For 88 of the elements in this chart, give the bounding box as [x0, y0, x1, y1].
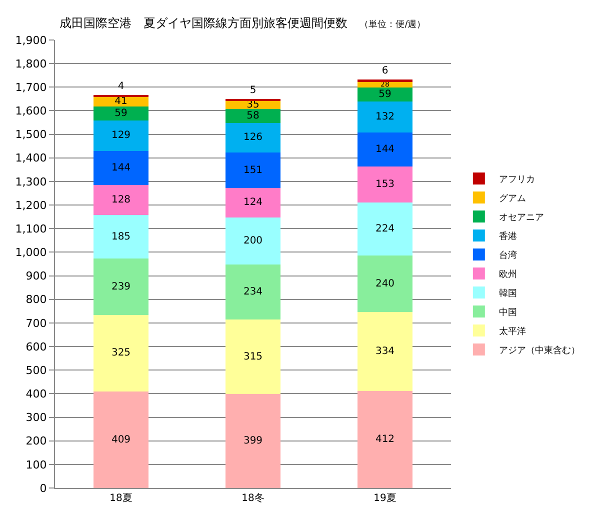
y-tick-label: 500	[26, 364, 47, 377]
data-label: 234	[243, 286, 263, 298]
y-tick-label: 1,600	[15, 104, 47, 118]
legend-label: グアム	[498, 193, 526, 204]
y-tick-label: 700	[26, 316, 47, 330]
chart-subtitle: （単位：便/週）	[360, 18, 426, 30]
data-label: 126	[243, 132, 263, 144]
bar	[225, 217, 281, 264]
bar	[93, 214, 149, 259]
legend-label: 欧州	[498, 269, 517, 280]
data-label: 153	[375, 179, 395, 190]
data-label: 128	[111, 194, 131, 206]
data-label: 240	[375, 278, 395, 290]
data-label: 412	[375, 434, 395, 445]
y-tick-label: 1,300	[15, 175, 47, 188]
bar	[93, 106, 149, 120]
y-tick-label: 1,700	[15, 81, 47, 94]
y-tick-label: 1,500	[15, 128, 47, 142]
bar	[93, 184, 149, 215]
legend-label: 中国	[498, 307, 517, 318]
bar	[357, 88, 413, 102]
legend-label: 韓国	[498, 288, 517, 300]
bar	[357, 312, 413, 391]
legend-label: アフリカ	[498, 175, 535, 186]
data-label: 325	[111, 348, 131, 359]
data-label: 4	[118, 81, 124, 92]
data-label: 144	[111, 162, 131, 174]
data-label: 151	[243, 164, 263, 176]
data-label: 239	[111, 281, 131, 292]
y-tick-label: 800	[26, 293, 47, 306]
data-label: 315	[243, 351, 263, 362]
y-tick-label: 1,100	[15, 222, 47, 236]
bar	[225, 188, 281, 218]
y-tick-label: 900	[26, 270, 47, 283]
legend-label: 台湾	[498, 250, 517, 262]
data-label: 129	[111, 130, 131, 142]
y-tick-label: 1,800	[15, 57, 47, 70]
bar	[93, 314, 149, 392]
y-tick-label: 1,200	[15, 198, 47, 212]
y-tick-label: 200	[26, 434, 47, 448]
bar	[93, 258, 149, 315]
data-label: 58	[246, 110, 260, 122]
bar	[225, 264, 281, 320]
bar	[225, 109, 281, 123]
data-label: 334	[375, 346, 395, 357]
data-label: 144	[375, 144, 395, 156]
chart-title: 成田国際空港 夏ダイヤ国際線方面別旅客便週間便数	[60, 16, 348, 30]
data-label: 185	[111, 231, 131, 242]
data-label: 59	[378, 89, 392, 100]
legend-label: オセアニア	[498, 213, 544, 224]
y-tick-label: 1,900	[15, 34, 47, 47]
bar	[93, 96, 149, 106]
bar	[225, 152, 281, 188]
data-label: 41	[114, 96, 128, 108]
y-tick-label: 1,000	[15, 246, 47, 260]
data-label: 200	[243, 235, 263, 246]
bar	[225, 320, 281, 394]
data-label: 132	[375, 112, 395, 123]
x-tick-label: 18夏	[110, 493, 132, 504]
bar	[357, 202, 413, 256]
data-label: 409	[111, 434, 131, 446]
bar	[225, 394, 281, 488]
legend-label: 香港	[498, 231, 517, 242]
y-tick-label: 0	[40, 482, 47, 495]
bar	[357, 390, 413, 488]
y-tick-label: 400	[26, 388, 47, 401]
bar	[357, 102, 413, 133]
data-label: 59	[114, 108, 128, 119]
data-label: 399	[243, 435, 263, 446]
x-tick-label: 18冬	[242, 492, 264, 504]
bar	[225, 122, 281, 152]
bar	[93, 150, 149, 185]
y-tick-label: 1,400	[15, 152, 47, 165]
legend-label: 太平洋	[498, 326, 526, 338]
legend-label: アジア（中東含む）	[498, 345, 580, 356]
data-label: 6	[382, 66, 388, 77]
x-tick-label: 19夏	[374, 493, 396, 504]
bar	[93, 120, 149, 151]
y-tick-label: 100	[26, 458, 47, 472]
bar	[93, 392, 149, 488]
data-label: 5	[250, 85, 256, 96]
data-label: 224	[375, 224, 395, 235]
y-tick-label: 300	[26, 411, 47, 424]
y-tick-label: 600	[26, 340, 47, 354]
bar	[357, 256, 413, 312]
bar	[357, 166, 413, 203]
bar	[357, 132, 413, 167]
data-label: 124	[243, 197, 263, 208]
